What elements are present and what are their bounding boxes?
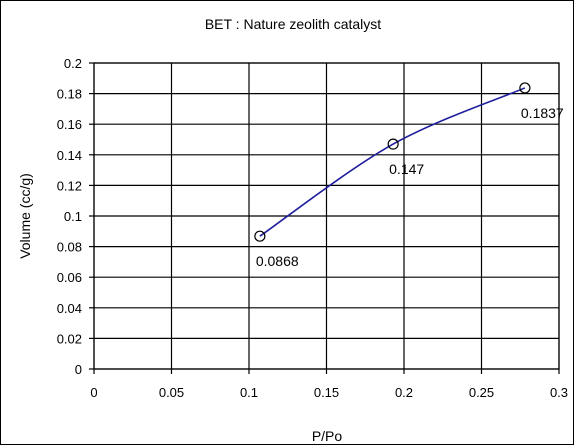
- y-tick-label: 0.14: [57, 148, 82, 163]
- data-label: 0.1837: [521, 105, 564, 121]
- x-tick-label: 0.25: [469, 385, 494, 400]
- y-tick-label: 0.18: [57, 87, 82, 102]
- grid-lines: [93, 62, 560, 370]
- data-point: [254, 230, 266, 242]
- data-point: [519, 82, 531, 94]
- x-tick-label: 0.15: [314, 385, 339, 400]
- axes: [89, 62, 560, 374]
- data-labels: 0.0868 0.147 0.1837: [256, 105, 564, 269]
- x-tick-label: 0.3: [550, 385, 568, 400]
- y-axis-label: Volume (cc/g): [17, 173, 33, 259]
- y-tick-label: 0.16: [57, 117, 82, 132]
- series-group: [254, 82, 531, 242]
- x-tick-label: 0.2: [395, 385, 413, 400]
- y-tick-labels: 0 0.02 0.04 0.06 0.08 0.1 0.12 0.14 0.16 0.18 0.2: [57, 56, 82, 377]
- series-line: [259, 87, 526, 237]
- data-label: 0.147: [389, 161, 424, 177]
- x-tick-label: 0.1: [240, 385, 258, 400]
- y-tick-label: 0: [75, 362, 82, 377]
- data-label: 0.0868: [256, 253, 299, 269]
- y-tick-label: 0.04: [57, 301, 82, 316]
- y-tick-label: 0.1: [64, 209, 82, 224]
- x-tick-labels: 0 0.05 0.1 0.15 0.2 0.25 0.3: [90, 385, 568, 400]
- data-point: [387, 138, 399, 150]
- y-tick-label: 0.12: [57, 178, 82, 193]
- y-tick-label: 0.08: [57, 240, 82, 255]
- x-tick-label: 0: [90, 385, 97, 400]
- chart-title: BET : Nature zeolith catalyst: [205, 16, 381, 32]
- x-tick-label: 0.05: [159, 385, 184, 400]
- y-tick-label: 0.02: [57, 331, 82, 346]
- x-axis-label: P/Po: [312, 428, 343, 444]
- y-tick-label: 0.2: [64, 56, 82, 71]
- y-tick-label: 0.06: [57, 270, 82, 285]
